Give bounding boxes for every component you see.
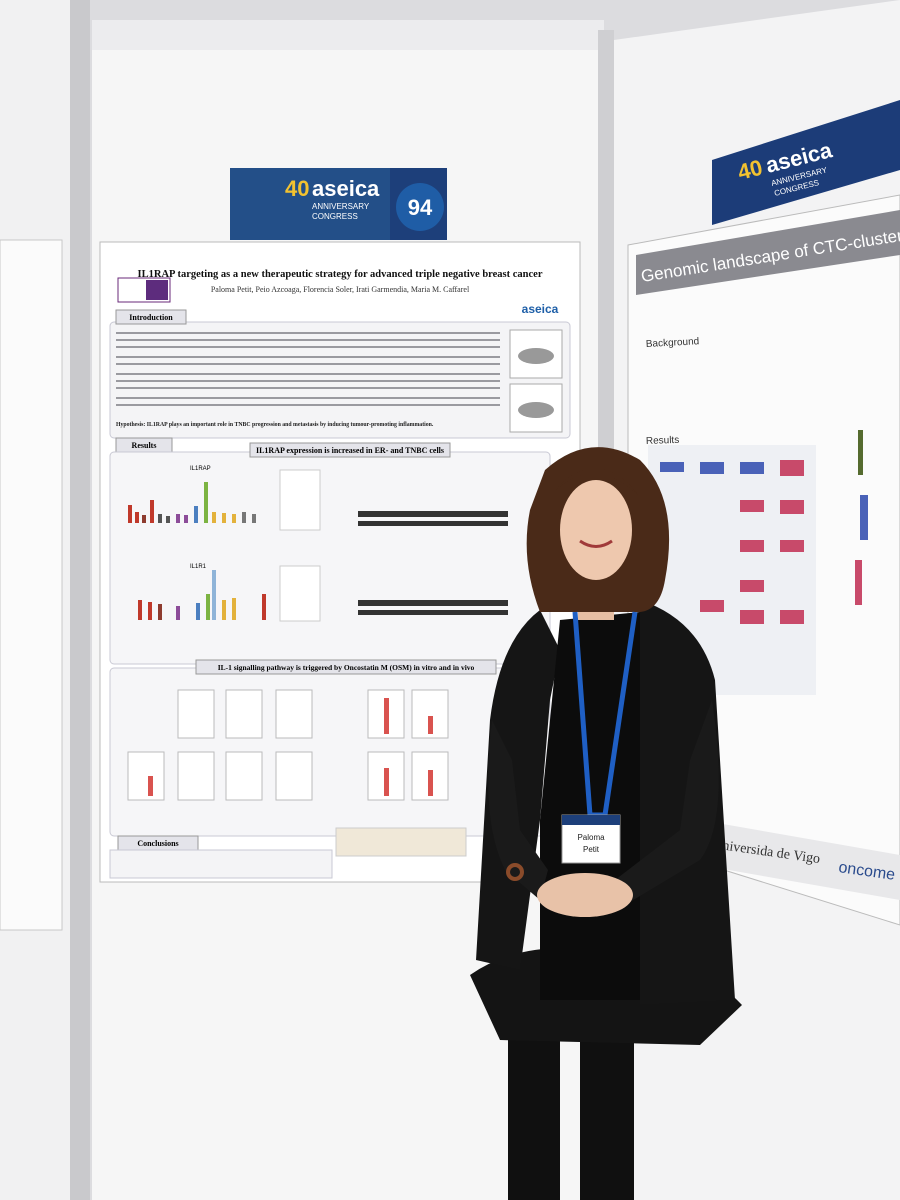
panel-label: IL1RAP: [190, 466, 211, 472]
banner-40: 40: [285, 176, 309, 201]
banner-congress: CONGRESS: [312, 212, 358, 221]
sponsor-logos: [335, 827, 467, 857]
banner-40: 40: [735, 155, 765, 185]
badge-header: [562, 815, 620, 825]
results-title-box: [249, 442, 451, 458]
arm: [488, 720, 548, 900]
dot-plot: [279, 565, 321, 622]
institute-logo-mark: [146, 280, 168, 300]
results-title: IL1RAP expression is increased in ER- an…: [256, 446, 444, 455]
jacket-left: [476, 610, 560, 970]
results-title: IL-1 signalling pathway is triggered by …: [218, 663, 475, 672]
conclusions-label: Conclusions: [137, 839, 178, 848]
western-blot: [358, 511, 508, 615]
panel-label: IL1R1: [190, 564, 207, 570]
board-number: 94: [408, 195, 433, 220]
bar-chart-decor: [128, 482, 266, 620]
heatmap-bars: [700, 460, 804, 624]
side-bar: [855, 560, 862, 605]
poster-title: IL1RAP targeting as a new therapeutic st…: [138, 269, 543, 280]
board-top: [92, 20, 604, 50]
side-bar: [858, 430, 863, 475]
dot-plot: [279, 469, 321, 531]
hands: [537, 873, 633, 917]
heatmap-bars: [660, 462, 764, 474]
results-title-box: [195, 659, 497, 675]
intro-text-lines: [116, 332, 500, 406]
banner-shade: [230, 168, 390, 240]
intro-label: Introduction: [129, 313, 173, 322]
right-footer: [700, 820, 900, 900]
intro-header: [115, 309, 187, 325]
banner-brand: aseica: [312, 176, 380, 201]
right-banner: [712, 100, 900, 225]
jacket-right: [630, 600, 735, 1005]
pole: [70, 0, 90, 1200]
hypothesis: Hypothesis: IL1RAP plays an important ro…: [116, 422, 434, 428]
small-plots: [127, 689, 449, 801]
results-label: Results: [132, 441, 157, 450]
banner-anniversary: ANNIVERSARY: [312, 202, 370, 211]
smile: [579, 539, 613, 548]
right-results: Results: [646, 435, 680, 447]
right-title-bar: [636, 210, 900, 295]
results-box: [109, 667, 551, 837]
side-bar: [860, 495, 868, 540]
person: Paloma Petit: [470, 447, 742, 1200]
badge-last-name: Petit: [583, 845, 600, 854]
intro-scatter: [518, 402, 554, 418]
poster-logo: aseica: [522, 302, 559, 316]
badge-first-name: Paloma: [577, 833, 605, 842]
results-box: [109, 451, 551, 665]
left-poster: [0, 239, 63, 931]
left-banner: 40 aseica ANNIVERSARY CONGRESS 94: [230, 168, 447, 240]
arm: [615, 700, 719, 905]
bracelet: [506, 863, 524, 881]
right-background: Background: [646, 336, 700, 350]
small-plot-bars: [148, 698, 433, 796]
face: [560, 480, 632, 580]
poster-authors: Paloma Petit, Peio Azcoaga, Florencia So…: [211, 285, 470, 294]
intro-scatter: [518, 348, 554, 364]
number-badge: [396, 183, 444, 231]
conclusions-box: [109, 849, 333, 879]
fringe: [556, 468, 638, 495]
